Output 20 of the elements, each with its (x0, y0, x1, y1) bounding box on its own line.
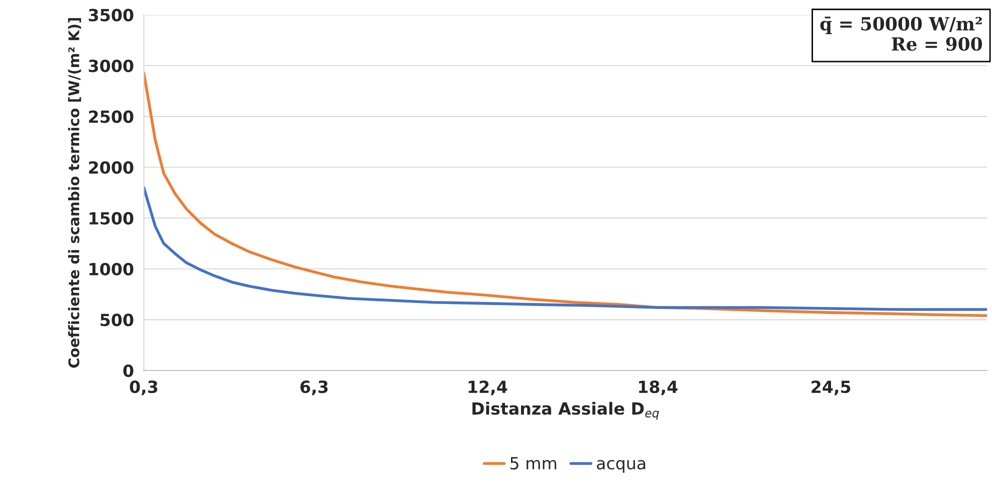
x-tick-label: 0,3 (130, 380, 158, 396)
y-tick-label: 2500 (89, 110, 134, 124)
x-tick-label: 12,4 (468, 380, 508, 396)
annotation: q̄ = 50000 W/m² Re = 900 (820, 16, 982, 51)
y-tick-label: 3000 (88, 60, 134, 72)
y-tick-label: 1500 (90, 212, 134, 225)
legend-label: 5 mm (510, 457, 556, 470)
line-series (144, 71, 988, 318)
y-tick-label: 3500 (88, 8, 134, 22)
y-tick-label: 500 (100, 314, 134, 326)
y-tick-label: 1000 (90, 262, 134, 276)
x-tick-label: 18,4 (639, 380, 678, 396)
x-tick-label: 6,3 (300, 380, 328, 396)
x-axis-title: Distanza Assiale D$_{eq}$ (472, 402, 659, 420)
line-series (144, 186, 988, 311)
y-tick-label: 0 (123, 364, 134, 378)
y-tick-label: 2000 (89, 161, 134, 174)
legend-label: acqua (596, 460, 646, 473)
y-axis-title: Coefficiente di scambio termico [W/(m² K)] (68, 18, 82, 368)
x-tick-label: 24,5 (812, 380, 850, 396)
